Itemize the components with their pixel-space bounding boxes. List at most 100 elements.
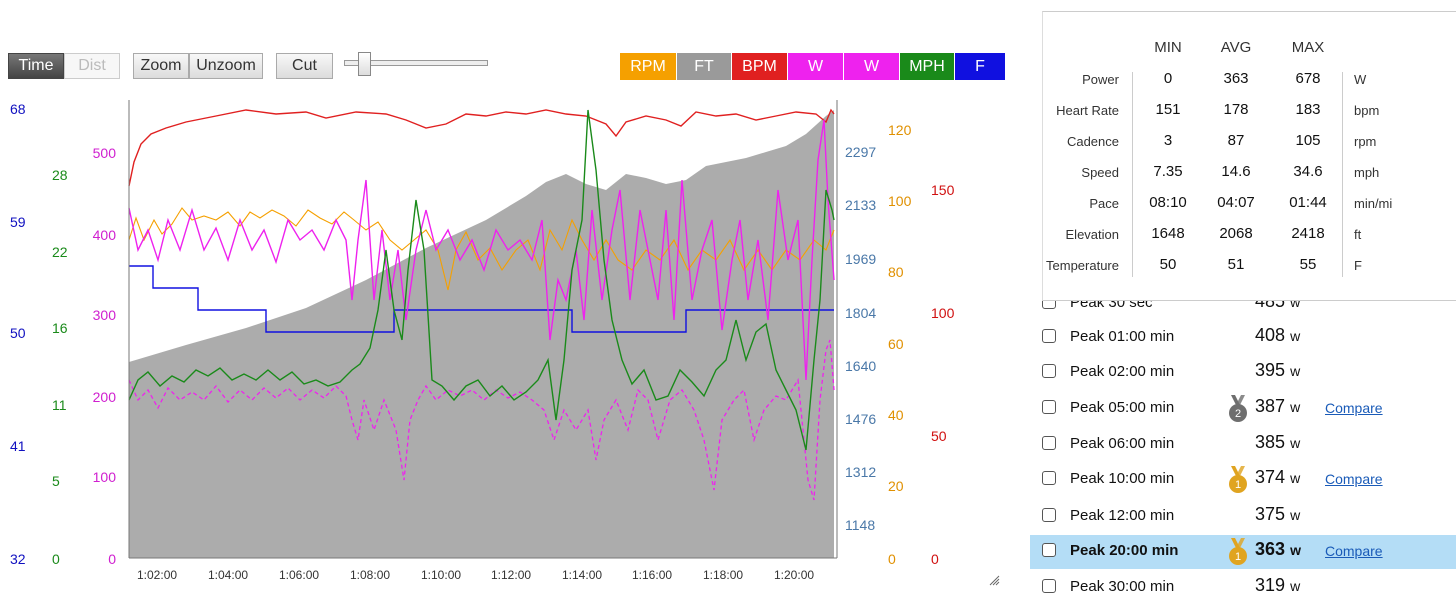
cadence-rpm-tick-label: 20 [888, 478, 904, 494]
cut-button[interactable]: Cut [276, 53, 333, 79]
time-tick-label: 1:06:00 [279, 568, 320, 582]
power-w-tick-label: 300 [92, 307, 116, 323]
peak-checkbox[interactable] [1042, 400, 1056, 414]
peak-value: 385 w [1255, 432, 1301, 452]
speed-mph-tick-label: 0 [52, 551, 60, 567]
compare-link[interactable]: Compare [1325, 400, 1383, 416]
stats-max-value: 105 [1295, 132, 1321, 149]
cadence-rpm-tick-label: 60 [888, 336, 904, 352]
stats-row-label: Temperature [1046, 258, 1119, 273]
stats-max-value: 34.6 [1293, 163, 1323, 180]
peak-checkbox[interactable] [1042, 471, 1056, 485]
stats-max-value: 55 [1299, 256, 1317, 273]
temperature-line [129, 265, 834, 333]
stats-max-value: 678 [1295, 70, 1321, 87]
peak-checkbox[interactable] [1042, 364, 1056, 378]
speed-mph-tick-label: 5 [52, 473, 60, 489]
peak-label: Peak 01:00 min [1070, 328, 1175, 345]
gold-medal-icon: 1 [1226, 465, 1250, 495]
heart-bpm-tick-label: 0 [931, 551, 939, 567]
time-tick-label: 1:18:00 [703, 568, 744, 582]
series-toggle-bpm-2[interactable]: BPM [732, 53, 788, 80]
stats-panel: MIN AVG MAX Power 0 363 678 W Heart Rate 151 17… [1042, 11, 1456, 301]
stats-min-value: 151 [1155, 101, 1181, 118]
peak-label: Peak 05:00 min [1070, 399, 1175, 416]
series-toggle-rpm-0[interactable]: RPM [620, 53, 677, 80]
peak-row: Peak 10:00 min 374 w 1 Compare [1030, 463, 1456, 497]
peak-checkbox[interactable] [1042, 543, 1056, 557]
time-tick-label: 1:14:00 [562, 568, 603, 582]
heart-bpm-tick-label: 100 [931, 305, 955, 321]
compare-link[interactable]: Compare [1325, 543, 1383, 559]
silver-medal-icon: 2 [1226, 394, 1250, 424]
workout-chart[interactable] [126, 100, 838, 560]
elevation-ft-tick-label: 2297 [845, 144, 877, 160]
unzoom-button[interactable]: Unzoom [189, 53, 263, 79]
compare-link[interactable]: Compare [1325, 471, 1383, 487]
stats-row-label: Pace [1089, 196, 1119, 211]
stats-avg-value: 87 [1227, 132, 1245, 149]
peak-value: 375 w [1255, 504, 1301, 524]
elevation-ft-tick-label: 1804 [845, 305, 877, 321]
series-toggle-mph-5[interactable]: MPH [900, 53, 955, 80]
stats-min-value: 7.35 [1153, 163, 1183, 180]
stats-min-value: 50 [1159, 256, 1177, 273]
speed-line [128, 109, 835, 451]
svg-text:1: 1 [1235, 479, 1241, 491]
stats-min-value: 1648 [1151, 225, 1185, 242]
stats-unit: min/mi [1354, 196, 1393, 211]
heart-bpm-tick-label: 150 [931, 182, 955, 198]
heart-rate-line [128, 108, 835, 187]
stats-row-label: Power [1082, 72, 1119, 87]
peak-row: Peak 06:00 min 385 w [1030, 428, 1456, 462]
peak-value: 374 w [1255, 467, 1301, 487]
peak-label: Peak 10:00 min [1070, 470, 1175, 487]
peak-checkbox[interactable] [1042, 508, 1056, 522]
series-toggle-ft-1[interactable]: FT [677, 53, 732, 80]
stats-unit: ft [1354, 227, 1362, 242]
time-button[interactable]: Time [8, 53, 64, 79]
resize-grip-icon[interactable] [988, 574, 1000, 586]
peak-label: Peak 06:00 min [1070, 435, 1175, 452]
peak-value: 395 w [1255, 360, 1301, 380]
temp-f-tick-label: 68 [10, 101, 26, 117]
speed-mph-tick-label: 16 [52, 320, 68, 336]
time-tick-label: 1:10:00 [421, 568, 462, 582]
smoothing-slider[interactable] [344, 60, 488, 66]
cadence-rpm-tick-label: 80 [888, 264, 904, 280]
smoothing-slider-handle[interactable] [358, 52, 371, 76]
power-line [128, 119, 835, 381]
peak-row: Peak 05:00 min 387 w 2 Compare [1030, 392, 1456, 426]
peak-value: 387 w [1255, 396, 1301, 416]
stats-avg-value: 363 [1223, 70, 1249, 87]
stats-header-min: MIN [1154, 39, 1182, 56]
svg-text:2: 2 [1235, 408, 1241, 420]
series-toggle-f-6[interactable]: F [955, 53, 1006, 80]
cadence-rpm-tick-label: 120 [888, 122, 912, 138]
stats-min-value: 0 [1163, 70, 1173, 87]
power-w-tick-label: 500 [92, 145, 116, 161]
time-tick-label: 1:16:00 [632, 568, 673, 582]
power-w-tick-label: 0 [108, 551, 116, 567]
peak-label: Peak 12:00 min [1070, 507, 1175, 524]
cadence-rpm-tick-label: 0 [888, 551, 896, 567]
peak-checkbox[interactable] [1042, 436, 1056, 450]
elevation-ft-tick-label: 1969 [845, 251, 877, 267]
elevation-ft-tick-label: 1148 [845, 517, 876, 533]
peak-label: Peak 20:00 min [1070, 542, 1179, 559]
speed-mph-tick-label: 11 [52, 397, 67, 413]
dist-button[interactable]: Dist [64, 53, 120, 79]
elevation-ft-tick-label: 1312 [845, 464, 877, 480]
gold-medal-icon: 1 [1226, 537, 1250, 567]
peak-checkbox[interactable] [1042, 579, 1056, 593]
stats-row-label: Cadence [1066, 134, 1119, 149]
series-toggle-w-3[interactable]: W [788, 53, 844, 80]
stats-unit: mph [1354, 165, 1380, 180]
stats-row-label: Speed [1081, 165, 1119, 180]
time-tick-label: 1:02:00 [137, 568, 178, 582]
peak-checkbox[interactable] [1042, 329, 1056, 343]
peak-label: Peak 30:00 min [1070, 578, 1175, 595]
stats-avg-value: 14.6 [1221, 163, 1251, 180]
zoom-button[interactable]: Zoom [133, 53, 189, 79]
series-toggle-w-4[interactable]: W [844, 53, 900, 80]
